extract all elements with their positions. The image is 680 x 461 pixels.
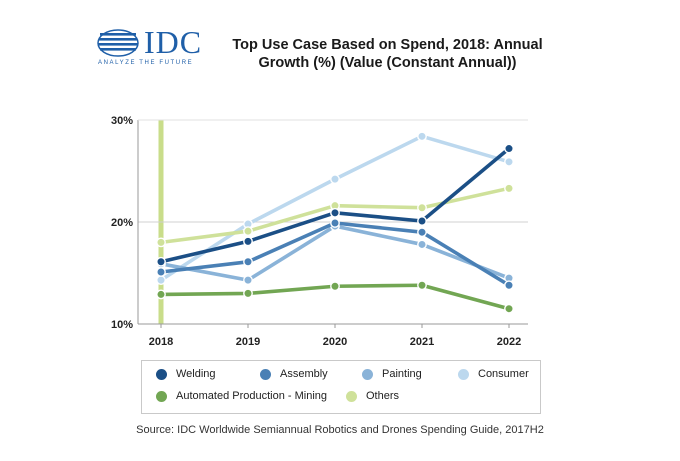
data-point-consumer <box>330 174 340 185</box>
legend-label: Assembly <box>280 368 328 380</box>
legend-item: Painting <box>362 368 422 380</box>
x-tick-label: 2019 <box>236 336 260 348</box>
legend-item: Consumer <box>458 368 529 380</box>
data-point-automated-production-mining <box>156 289 166 300</box>
data-point-painting <box>417 239 427 250</box>
legend-label: Others <box>366 390 400 402</box>
x-tick-label: 2021 <box>410 336 434 348</box>
y-tick-label: 10% <box>111 319 133 331</box>
legend-item: Automated Production - Mining <box>156 390 327 402</box>
data-point-others <box>156 237 166 248</box>
data-point-automated-production-mining <box>504 303 514 314</box>
chart-legend: Welding Assembly Painting Consumer Automated… <box>141 360 541 414</box>
data-point-automated-production-mining <box>330 281 340 292</box>
logo-tagline: ANALYZE THE FUTURE <box>98 60 194 66</box>
legend-label: Consumer <box>478 368 529 380</box>
legend-item: Assembly <box>260 368 328 380</box>
data-point-consumer <box>156 275 166 286</box>
data-point-welding <box>330 207 340 218</box>
idc-logo: IDC ANALYZE THE FUTURE <box>96 24 208 68</box>
source-note: Source: IDC Worldwide Semiannual Robotic… <box>136 424 544 436</box>
data-point-assembly <box>417 227 427 238</box>
legend-item: Welding <box>156 368 216 380</box>
data-point-welding <box>417 216 427 226</box>
y-tick-label: 30% <box>111 115 133 127</box>
y-tick-label: 20% <box>111 217 133 229</box>
data-point-assembly <box>243 256 253 267</box>
data-point-automated-production-mining <box>417 280 427 291</box>
data-point-assembly <box>156 267 166 277</box>
x-tick-label: 2022 <box>497 336 521 348</box>
data-point-automated-production-mining <box>243 288 253 299</box>
data-point-consumer <box>504 156 514 167</box>
chart-title: Top Use Case Based on Spend, 2018: Annua… <box>232 37 543 71</box>
data-point-welding <box>504 143 514 154</box>
globe-icon <box>97 29 139 57</box>
legend-marker <box>260 368 271 380</box>
data-point-others <box>417 202 427 213</box>
x-tick-label: 2020 <box>323 336 347 348</box>
data-point-others <box>243 226 253 237</box>
chart-series <box>156 131 514 314</box>
legend-marker <box>458 368 469 380</box>
legend-marker <box>346 390 357 402</box>
data-point-painting <box>243 275 253 286</box>
data-point-assembly <box>504 280 514 291</box>
data-point-welding <box>156 256 166 267</box>
data-point-others <box>504 183 514 194</box>
legend-marker <box>156 368 167 380</box>
logo-wordmark: IDC <box>144 24 203 60</box>
legend-label: Welding <box>176 368 216 380</box>
legend-marker <box>362 368 373 380</box>
legend-marker <box>156 390 167 402</box>
chart-tick-labels: 10% 20% 30% 2018 2019 2020 2021 2022 <box>111 115 521 348</box>
data-point-welding <box>243 236 253 247</box>
series-line-assembly <box>159 221 511 288</box>
data-point-consumer <box>417 131 427 142</box>
data-point-assembly <box>330 218 340 228</box>
legend-label: Painting <box>382 368 422 380</box>
legend-item: Others <box>346 390 399 402</box>
legend-label: Automated Production - Mining <box>176 390 328 402</box>
x-tick-label: 2018 <box>149 336 173 348</box>
